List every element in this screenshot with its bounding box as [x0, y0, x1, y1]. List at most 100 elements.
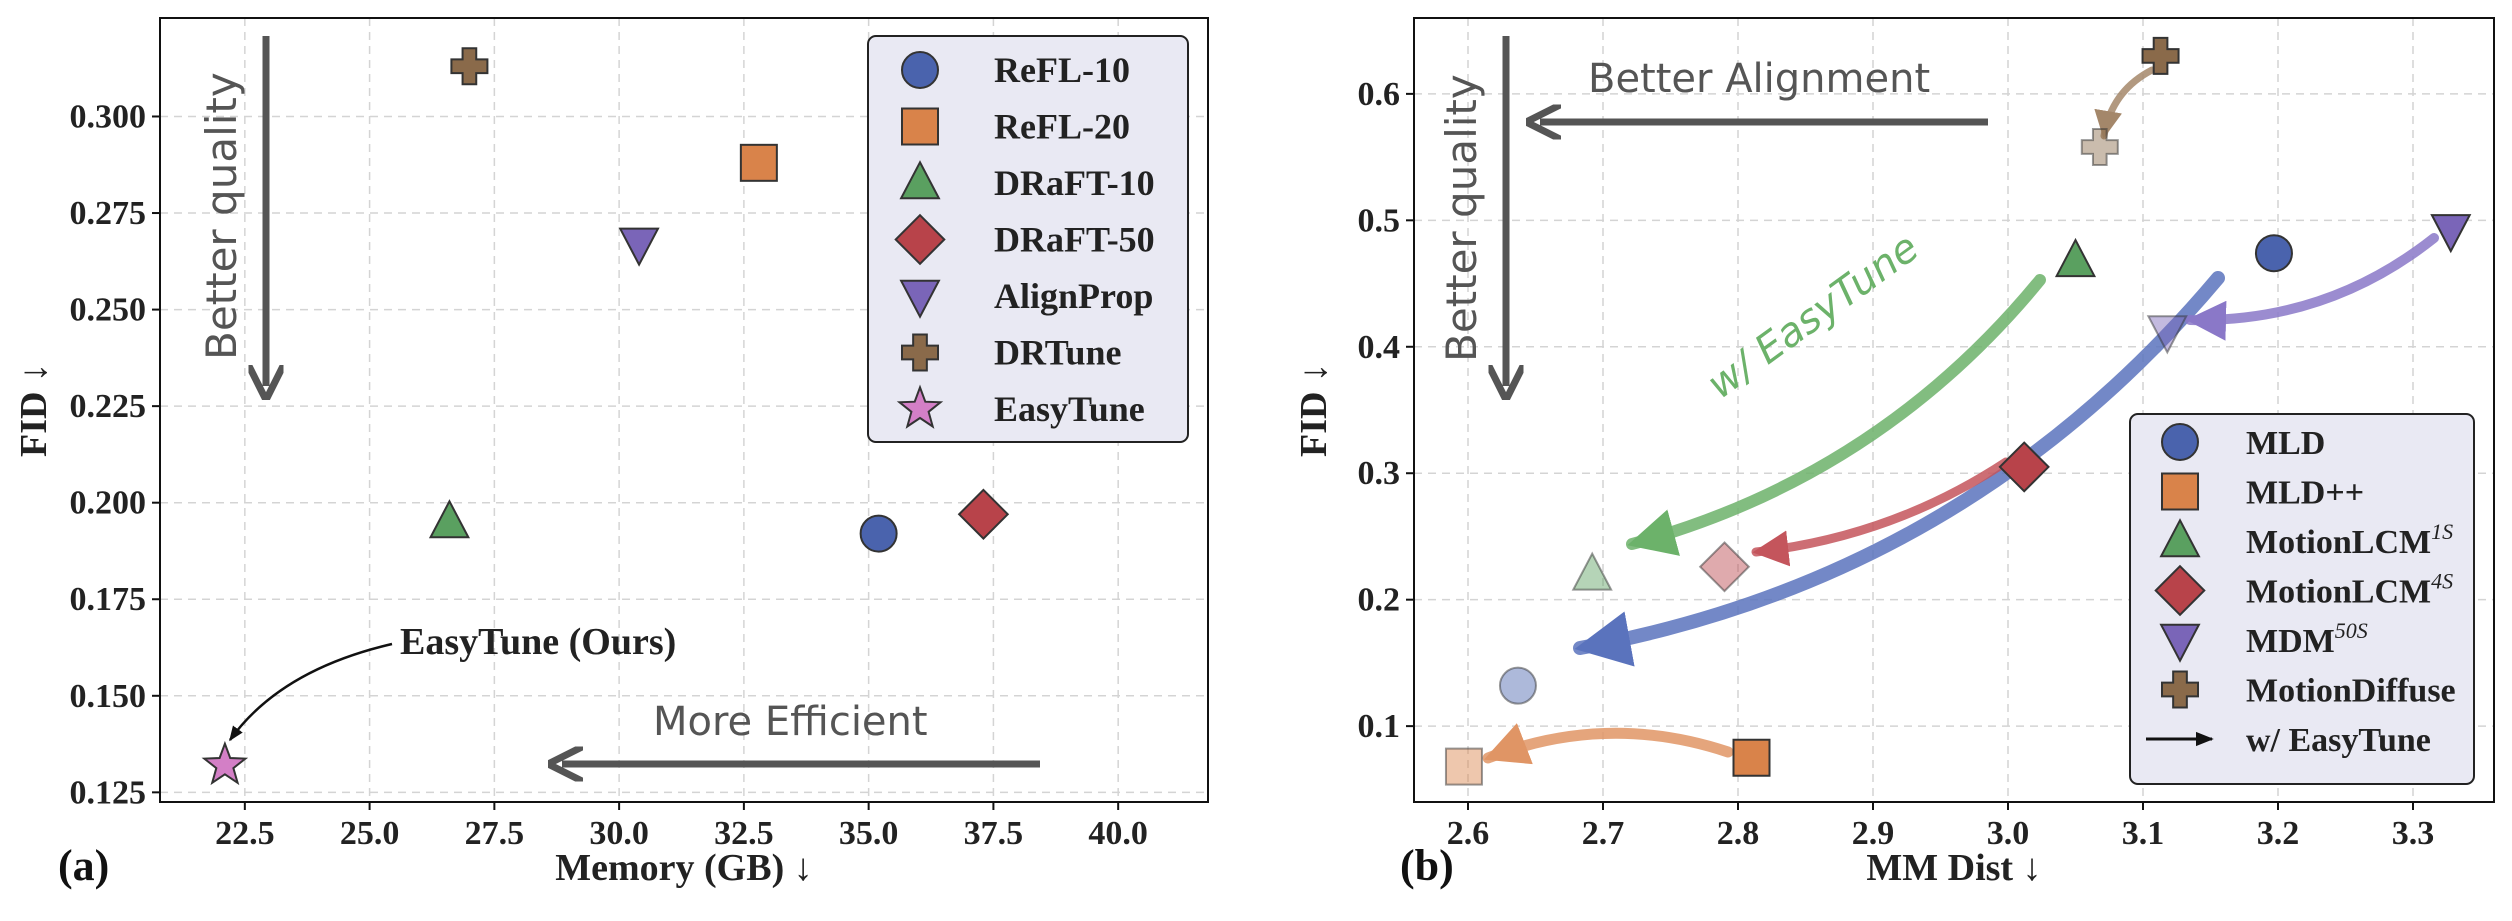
annotation-more-efficient: More Efficient: [653, 699, 928, 745]
easytune-arrow-motiondiffuse: [2094, 66, 2156, 140]
point-after-motiondiffuse: [2080, 127, 2119, 166]
legend-marker-refl-10: [901, 51, 939, 89]
legend-label-motionlcm4s: MotionLCM4S: [2246, 569, 2453, 611]
y-axis-label-a: FID ↓: [13, 363, 55, 457]
legend-marker-mld++: [2161, 472, 2199, 511]
legend-marker-mld: [2161, 423, 2199, 461]
panel-label-b: (b): [1400, 841, 1454, 890]
easytune-arrow-mdm50s: [2185, 233, 2439, 341]
point-refl-20: [739, 143, 778, 182]
y-tick-label: 0.300: [70, 98, 147, 135]
y-axis-label-b: FID ↓: [1293, 363, 1335, 457]
y-tick-label: 0.5: [1358, 202, 1401, 239]
y-tick-label: 0.225: [70, 388, 147, 425]
legend-label-mld: MLD: [2246, 425, 2325, 462]
legend-label-draft-10: DRaFT-10: [994, 163, 1155, 203]
legend-marker-alignprop: [899, 279, 941, 319]
y-tick-label: 0.175: [70, 581, 147, 618]
legend-label-refl-10: ReFL-10: [994, 50, 1130, 90]
legend-label-alignprop: AlignProp: [994, 276, 1153, 316]
easytune-arrow-mld++: [1482, 723, 1734, 765]
x-tick-label: 32.5: [714, 815, 774, 852]
point-after-mld: [1498, 666, 1537, 705]
y-tick-label: 0.6: [1358, 76, 1401, 113]
x-tick-label: 2.7: [1582, 815, 1625, 852]
ticks-a: 22.5 25.0 27.5 30.0 32.5 35.0 37.5 40.0 0.125 0.1…: [70, 98, 1148, 852]
x-tick-label: 25.0: [340, 815, 400, 852]
x-tick-label: 2.9: [1852, 815, 1895, 852]
plot-frame-b: [1413, 17, 2495, 803]
y-tick-label: 0.125: [70, 774, 147, 811]
annotation-better-alignment: Better Alignment: [1588, 56, 1930, 102]
legend-label-w-easytune: w/ EasyTune: [2246, 722, 2431, 759]
annotation-curve-label: w/ EasyTune: [1699, 225, 1927, 409]
y-tick-label: 0.2: [1358, 582, 1401, 619]
easytune-arrow-motionlcm1s: [1626, 274, 2046, 556]
legend-marker-draft-10: [899, 160, 941, 200]
legend-marker-drtune: [901, 333, 939, 372]
x-tick-label: 3.1: [2122, 815, 2165, 852]
panel-a: 22.5 25.0 27.5 30.0 32.5 35.0 37.5 40.0 0.125 0.1…: [13, 17, 1209, 890]
point-before-motionlcm1s: [2054, 237, 2097, 278]
legend-marker-motionlcm1s: [2159, 518, 2201, 558]
legend-marker-motionlcm4s: [2154, 564, 2206, 617]
legend-label-drtune: DRTune: [994, 333, 1121, 373]
legend-marker-easytune: [896, 384, 944, 429]
legend-marker-refl-20: [901, 107, 939, 146]
point-drtune: [450, 47, 489, 86]
legend-b: MLD MLD++ MotionLCM1S MotionLCM4S MDM50S Moti…: [2129, 413, 2475, 785]
point-alignprop: [618, 227, 660, 267]
legend-label-refl-20: ReFL-20: [994, 107, 1130, 147]
y-tick-label: 0.150: [70, 678, 147, 715]
annotation-better-quality-a: Better quality: [197, 72, 246, 360]
x-axis-label-b: MM Dist ↓: [1866, 847, 2041, 889]
legend-marker-motiondiffuse: [2161, 670, 2199, 709]
point-before-motionlcm4s: [1998, 441, 2050, 493]
y-tick-label: 0.250: [70, 292, 147, 329]
x-tick-label: 3.2: [2257, 815, 2300, 852]
legend-marker-mdm50s: [2159, 623, 2201, 663]
points-b: [1444, 36, 2472, 786]
annotation-easytune-ours: EasyTune (Ours): [400, 621, 676, 663]
legend-label-mdm50s: MDM50S: [2246, 618, 2368, 660]
legend-a: ReFL-10 ReFL-20 DRaFT-10 DRaFT-50 AlignProp D…: [867, 35, 1189, 443]
point-draft-50: [957, 488, 1010, 540]
legend-label-draft-50: DRaFT-50: [994, 220, 1155, 260]
easytune-arrow-mld: [1573, 271, 2225, 667]
easytune-arrow-motionlcm4s: [1751, 457, 2011, 567]
point-draft-10: [428, 499, 471, 539]
x-tick-label: 27.5: [465, 815, 525, 852]
x-tick-label: 2.6: [1447, 815, 1490, 852]
y-tick-label: 0.1: [1358, 708, 1401, 745]
point-after-mld++: [1444, 747, 1483, 786]
x-tick-label: 40.0: [1088, 815, 1148, 852]
point-before-motiondiffuse: [2141, 36, 2180, 75]
legend-label-motiondiffuse: MotionDiffuse: [2246, 673, 2456, 710]
point-after-motionlcm1s: [1571, 551, 1613, 591]
plot-frame-a: [159, 17, 1209, 803]
point-easytune: [201, 740, 249, 786]
y-tick-label: 0.200: [70, 485, 147, 522]
y-tick-label: 0.275: [70, 195, 147, 232]
y-tick-label: 0.3: [1358, 455, 1401, 492]
annotation-better-quality-b: Better quality: [1437, 74, 1486, 362]
legend-marker-draft-50: [894, 213, 946, 266]
panel-label-a: (a): [58, 841, 109, 890]
x-tick-label: 3.3: [2392, 815, 2435, 852]
legend-label-easytune: EasyTune: [994, 389, 1145, 429]
x-tick-label: 30.0: [589, 815, 649, 852]
points-a: [201, 47, 1010, 786]
x-tick-label: 22.5: [215, 815, 275, 852]
point-after-motionlcm4s: [1698, 541, 1751, 593]
x-tick-label: 2.8: [1717, 815, 1760, 852]
x-tick-label: 3.0: [1987, 815, 2030, 852]
point-refl-10: [859, 514, 898, 553]
legend-label-mld++: MLD++: [2246, 475, 2364, 512]
arrow-easytune-callout: [228, 642, 393, 742]
point-after-mdm50s: [2146, 315, 2188, 355]
x-axis-label-a: Memory (GB) ↓: [555, 847, 812, 889]
point-before-mld++: [1732, 738, 1771, 777]
x-tick-label: 35.0: [839, 815, 899, 852]
ticks-b: 2.6 2.7 2.8 2.9 3.0 3.1 3.2 3.3 0.1 0.2 0.3 0.4 0.5 0…: [1358, 76, 2435, 852]
